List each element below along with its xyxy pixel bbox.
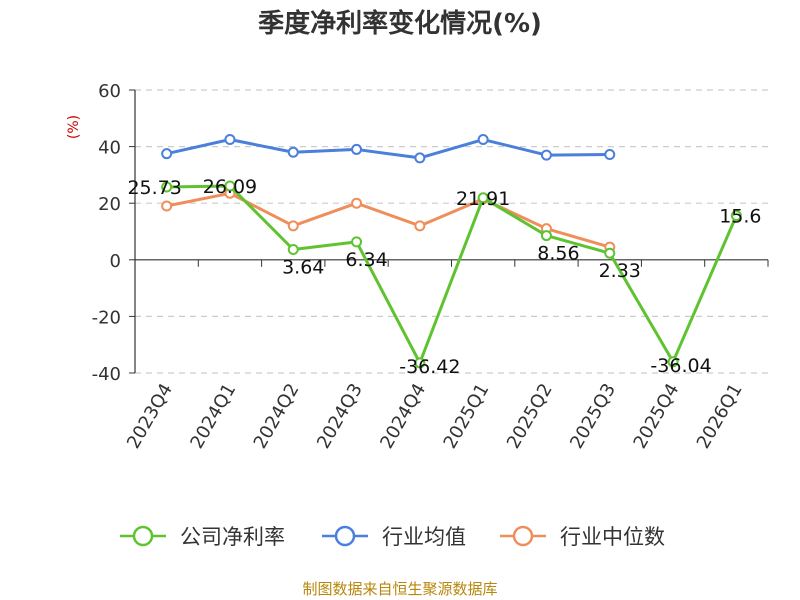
legend: 公司净利率 行业均值 行业中位数 [120,525,665,549]
legend-item[interactable]: 公司净利率 [120,525,285,549]
data-point[interactable] [667,356,679,368]
data-point[interactable] [161,181,173,193]
data-point[interactable] [287,243,299,255]
y-tick-label: 20 [98,194,121,215]
data-point[interactable] [414,220,426,232]
data-label: 21.91 [456,188,510,210]
data-label: 3.64 [282,256,324,278]
data-point[interactable] [287,220,299,232]
legend-swatch-marker [512,525,534,547]
series-1 [161,134,616,164]
series-line [166,191,611,249]
data-point[interactable] [540,230,552,242]
legend-label: 行业均值 [382,525,466,549]
legend-item[interactable]: 行业均值 [322,525,466,549]
data-label: 25.73 [127,177,181,199]
x-tick-label: 2024Q3 [313,380,367,452]
data-point[interactable] [604,247,616,259]
footer-source: 制图数据来自恒生聚源数据库 [302,580,497,598]
legend-swatch-marker [132,525,154,547]
x-tick-label: 2025Q1 [440,380,494,452]
data-point[interactable] [351,236,363,248]
data-label: 2.33 [599,260,641,282]
data-point[interactable] [351,197,363,209]
x-tick-label: 2024Q1 [186,380,240,452]
grid-lines [135,89,768,374]
data-point[interactable] [224,134,236,146]
x-tick-label: 2025Q2 [503,380,557,452]
legend-item[interactable]: 行业中位数 [500,525,665,549]
y-tick-label: 60 [98,81,121,102]
x-tick-label: 2024Q4 [376,380,430,452]
y-tick-label: -20 [92,307,121,328]
data-point[interactable] [730,210,742,222]
data-point[interactable] [287,146,299,158]
y-axis-unit: (%) [66,115,82,139]
y-tick-label: -40 [92,364,121,385]
x-tick-label: 2023Q4 [123,380,177,452]
data-point[interactable] [540,149,552,161]
legend-swatch-marker [334,525,356,547]
data-label: 6.34 [345,249,387,271]
data-point[interactable] [161,148,173,160]
data-labels: 25.73 26.09 3.64 6.34 -36.42 21.91 8.56 2.33 -36… [127,176,761,378]
y-tick-label: 0 [110,251,121,272]
series-lines [161,134,742,369]
x-tick-label: 2024Q2 [250,380,304,452]
data-label: -36.42 [399,356,460,378]
chart-title: 季度净利率变化情况(%) [258,8,542,39]
data-point[interactable] [224,180,236,192]
series-line [166,184,738,365]
data-point[interactable] [161,200,173,212]
data-point[interactable] [604,149,616,161]
data-label: 26.09 [203,176,257,198]
data-label: 8.56 [537,243,579,265]
legend-label: 公司净利率 [180,525,285,549]
series-line [166,138,610,160]
y-tick-label: 40 [98,138,121,159]
data-point[interactable] [414,152,426,164]
data-label: -36.04 [650,355,711,377]
data-point[interactable] [414,357,426,369]
x-tick-label: 2026Q1 [693,380,747,452]
data-label: 15.6 [719,206,761,228]
data-point[interactable] [477,134,489,146]
x-tick-label: 2025Q3 [566,380,620,452]
data-point[interactable] [351,143,363,155]
legend-label: 行业中位数 [560,525,665,549]
data-point[interactable] [477,192,489,204]
series-0 [161,180,742,369]
x-tick-label: 2025Q4 [629,380,683,452]
